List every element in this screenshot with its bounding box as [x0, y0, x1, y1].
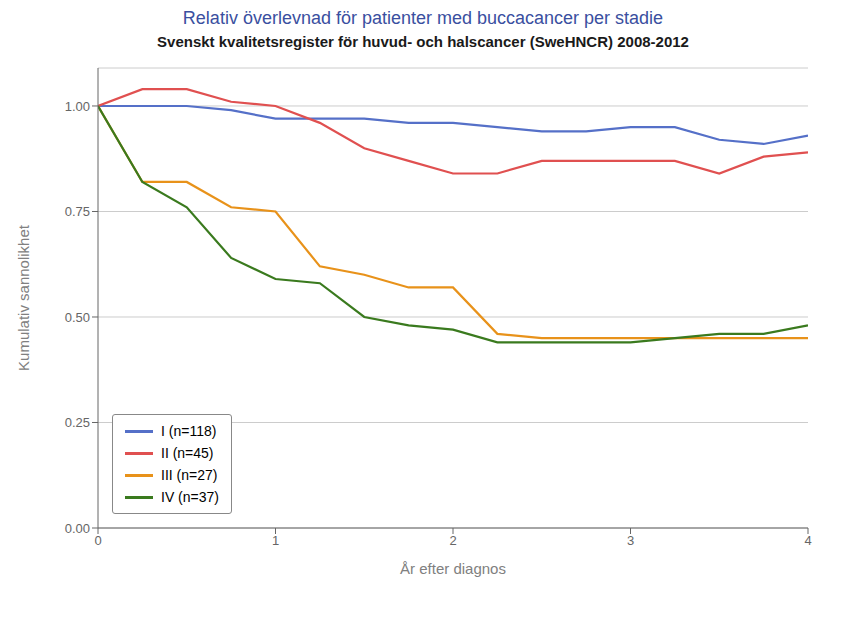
svg-text:0.25: 0.25	[65, 415, 90, 430]
svg-text:År efter diagnos: År efter diagnos	[400, 560, 506, 577]
html-text:Relativ överlevnad för patient: Relativ överlevnad för patienter med buc…	[182, 8, 664, 28]
html-text:Svenskt kvalitetsregister för: Svenskt kvalitetsregister för huvud- och…	[157, 33, 689, 50]
svg-text:0.00: 0.00	[65, 521, 90, 536]
svg-text:3: 3	[627, 533, 634, 548]
svg-text:0: 0	[94, 533, 101, 548]
svg-text:1: 1	[272, 533, 279, 548]
html-text:I (n=118): I (n=118)	[161, 423, 217, 439]
svg-text:1.00: 1.00	[65, 99, 90, 114]
svg-text:0.50: 0.50	[65, 310, 90, 325]
html-text:IV (n=37): IV (n=37)	[161, 489, 219, 505]
svg-text:0.75: 0.75	[65, 204, 90, 219]
svg-text:Kumulativ sannolikhet: Kumulativ sannolikhet	[15, 224, 32, 371]
html-text:II (n=45): II (n=45)	[161, 445, 214, 461]
svg-text:4: 4	[804, 533, 811, 548]
html-text:III (n=27): III (n=27)	[161, 467, 218, 483]
svg-text:2: 2	[449, 533, 456, 548]
